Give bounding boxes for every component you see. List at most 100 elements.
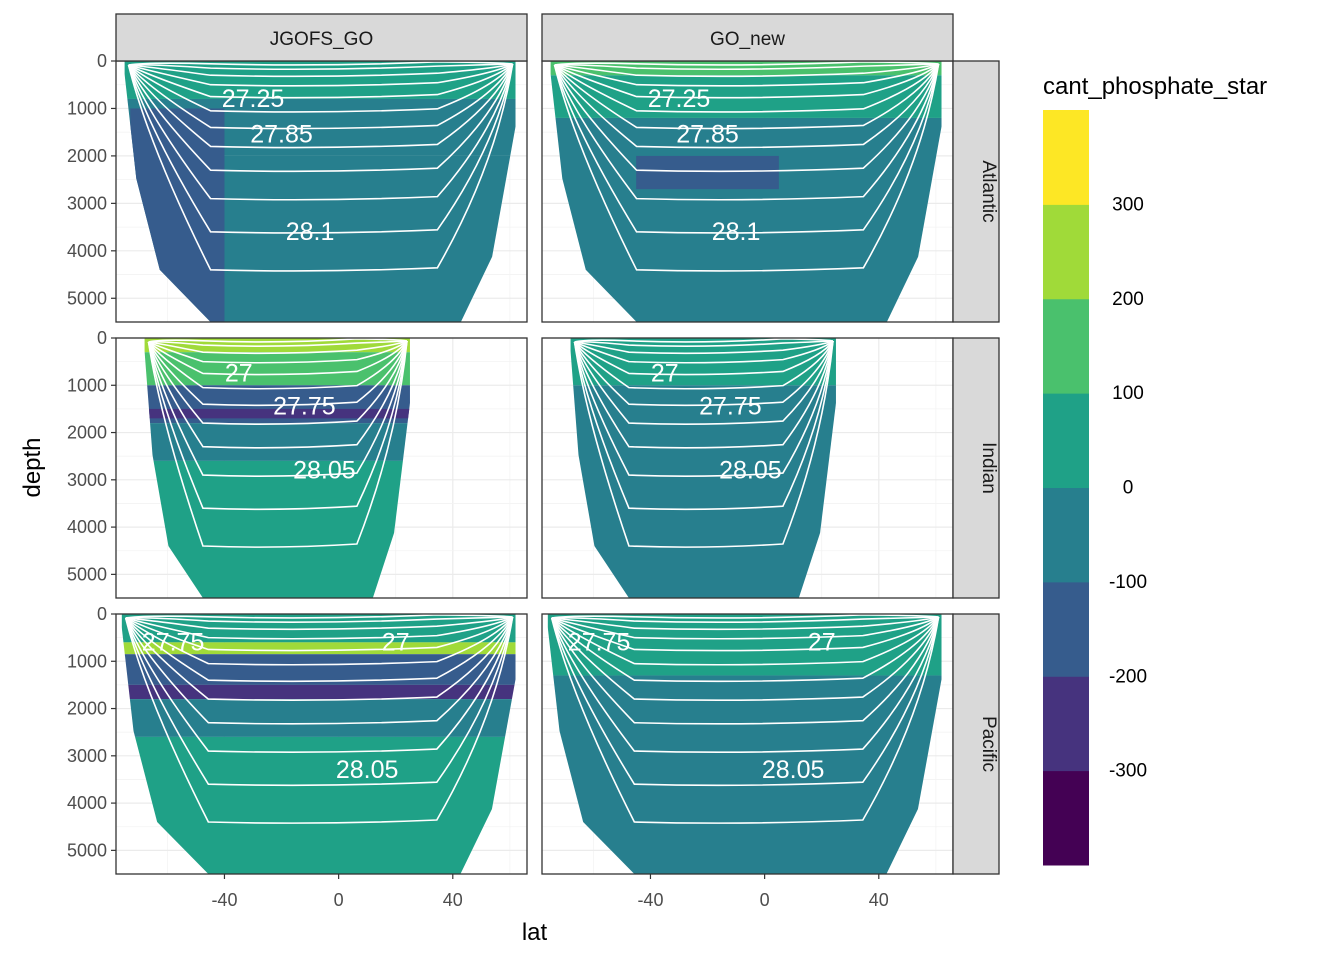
isopycnal-line xyxy=(148,340,408,376)
isopycnal-line xyxy=(574,340,834,355)
isopycnal-label: 27 xyxy=(808,628,836,656)
isopycnal-line xyxy=(124,616,514,824)
isopycnal-line xyxy=(553,63,940,201)
isopycnal-label: 28.05 xyxy=(719,456,782,484)
isopycnal-label: 27.75 xyxy=(273,393,336,421)
isopycnal-line xyxy=(127,63,514,234)
isopycnal-line xyxy=(573,340,834,548)
isopycnal-line xyxy=(147,340,408,407)
isopycnal-line xyxy=(551,614,939,619)
legend-label: 200 xyxy=(1112,289,1144,310)
y-tick-label: 1000 xyxy=(67,651,107,671)
isopycnal-line xyxy=(124,616,514,787)
section-fill xyxy=(550,61,942,322)
isopycnal-line xyxy=(573,340,834,511)
panel-GO_new-Indian: 27 27.75 28.05 xyxy=(541,337,954,599)
isopycnal-line xyxy=(553,63,940,234)
y-tick-label: 3000 xyxy=(67,470,107,490)
legend-label: -200 xyxy=(1109,666,1147,687)
y-tick-label: 5000 xyxy=(67,564,107,584)
isopycnal-line xyxy=(127,63,514,173)
section-fill xyxy=(144,338,410,598)
isopycnal-line xyxy=(551,616,939,640)
isopycnal-line xyxy=(125,616,513,631)
isopycnal-line xyxy=(147,340,408,478)
isopycnal-line xyxy=(147,340,408,548)
isopycnal-line xyxy=(551,616,940,702)
isopycnal-lines xyxy=(553,61,940,272)
filled-contour-band xyxy=(121,654,516,685)
strip-JGOFS_GO: JGOFS_GO xyxy=(115,13,528,62)
isopycnal-line xyxy=(128,63,514,99)
panel-GO_new-Atlantic: 27.25 27.85 28.1 xyxy=(541,60,954,323)
y-tick-label: 1000 xyxy=(67,375,107,395)
isopycnal-label: 27.75 xyxy=(699,393,762,421)
isopycnal-label: 27 xyxy=(225,359,253,387)
strip-Pacific: Pacific xyxy=(952,613,1000,875)
y-tick-label: 2000 xyxy=(67,423,107,443)
isopycnal-line xyxy=(125,616,513,624)
isopycnal-line xyxy=(128,61,513,66)
isopycnal-lines xyxy=(147,338,408,548)
y-tick-label: 4000 xyxy=(67,517,107,537)
x-tick-label: 0 xyxy=(760,890,770,910)
isopycnal-lines xyxy=(124,614,514,824)
isopycnal-line xyxy=(553,63,940,130)
isopycnal-line xyxy=(148,340,408,355)
legend: cant_phosphate_star 300 200 100 0 -100 -200 -30… xyxy=(1043,73,1267,866)
y-tick-label: 0 xyxy=(97,604,107,624)
x-axis-title: lat xyxy=(522,919,548,946)
isopycnal-line xyxy=(551,616,940,683)
isopycnal-line xyxy=(554,63,940,113)
x-tick-label: 40 xyxy=(869,890,889,910)
isopycnal-line xyxy=(127,63,514,149)
section-fill xyxy=(124,61,516,322)
filled-contour-band xyxy=(121,684,516,700)
isopycnal-line xyxy=(553,63,940,272)
filled-contour-band xyxy=(144,423,410,461)
isopycnal-line xyxy=(550,616,940,725)
panel-border xyxy=(115,337,528,599)
panel-JGOFS_GO-Pacific: 27.75 27 28.05 xyxy=(115,613,528,875)
y-tick-label: 4000 xyxy=(67,241,107,261)
strip-label: Atlantic xyxy=(978,160,999,222)
legend-color-block xyxy=(1043,110,1089,205)
isopycnal-line xyxy=(551,616,939,624)
isopycnal-line xyxy=(125,616,514,702)
isopycnal-line xyxy=(551,616,940,652)
strip-Atlantic: Atlantic xyxy=(952,60,1000,323)
legend-label: 0 xyxy=(1123,478,1134,499)
isopycnal-label: 27.85 xyxy=(676,121,739,149)
strip-label: Indian xyxy=(978,442,999,494)
axes: 0100020003000400050000100020003000400050… xyxy=(19,51,889,946)
y-axis-title: depth xyxy=(19,437,46,497)
filled-contour-band xyxy=(550,117,942,322)
isopycnal-label: 27 xyxy=(382,628,410,656)
isopycnal-line xyxy=(574,338,834,343)
facet-strips: JGOFS_GO GO_new Atlantic Indian Pacific xyxy=(115,13,1000,875)
isopycnal-label: 27.75 xyxy=(142,628,205,656)
isopycnal-line xyxy=(125,614,513,619)
y-tick-label: 5000 xyxy=(67,840,107,860)
legend-label: -100 xyxy=(1109,572,1147,593)
isopycnal-line xyxy=(128,63,513,71)
strip-Indian: Indian xyxy=(952,337,1000,599)
isopycnal-line xyxy=(124,616,514,754)
panels: 27.25 27.85 28.1 27.25 27.85 28.1 27 27.75 28.05… xyxy=(115,60,954,875)
x-tick-label: -40 xyxy=(637,890,663,910)
isopycnal-label: 28.05 xyxy=(293,456,356,484)
strip-GO_new: GO_new xyxy=(541,13,954,62)
y-tick-label: 0 xyxy=(97,328,107,348)
isopycnal-line xyxy=(550,616,940,824)
isopycnal-line xyxy=(128,63,514,113)
panel-GO_new-Pacific: 27.75 27 28.05 xyxy=(541,613,954,875)
y-tick-label: 2000 xyxy=(67,146,107,166)
isopycnal-line xyxy=(551,616,940,666)
isopycnal-line xyxy=(554,63,939,78)
isopycnal-lines xyxy=(550,614,940,824)
legend-title: cant_phosphate_star xyxy=(1043,73,1267,100)
isopycnal-line xyxy=(148,340,408,364)
isopycnal-line xyxy=(573,340,834,390)
isopycnal-line xyxy=(127,63,514,130)
y-tick-label: 4000 xyxy=(67,793,107,813)
